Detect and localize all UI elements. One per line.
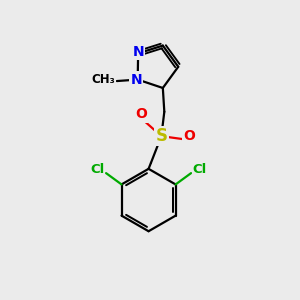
- Text: Cl: Cl: [90, 163, 104, 176]
- Text: S: S: [155, 127, 167, 145]
- Text: CH₃: CH₃: [92, 73, 116, 86]
- Text: N: N: [130, 73, 142, 87]
- Text: Cl: Cl: [193, 163, 207, 176]
- Text: N: N: [132, 45, 144, 59]
- Text: O: O: [136, 107, 147, 122]
- Text: O: O: [183, 129, 195, 143]
